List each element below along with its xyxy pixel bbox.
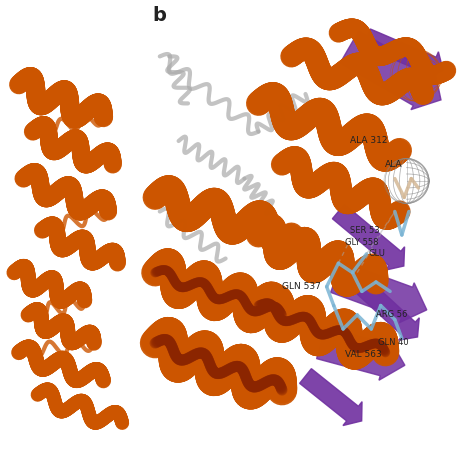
Text: GLY 558: GLY 558 <box>345 238 379 247</box>
Text: GLN 40: GLN 40 <box>378 338 409 347</box>
Text: ALA 312: ALA 312 <box>350 136 388 145</box>
Text: GLN 537: GLN 537 <box>282 282 321 291</box>
Text: ALA: ALA <box>385 160 403 169</box>
Polygon shape <box>340 31 441 110</box>
FancyArrow shape <box>363 29 443 80</box>
FancyArrow shape <box>332 204 405 270</box>
Text: VAL 563: VAL 563 <box>345 350 382 359</box>
Text: ARG 56: ARG 56 <box>376 310 407 319</box>
Polygon shape <box>330 261 427 322</box>
Text: b: b <box>153 6 167 25</box>
Polygon shape <box>317 327 405 380</box>
FancyArrow shape <box>300 368 362 425</box>
Text: GLU: GLU <box>369 249 386 258</box>
FancyArrow shape <box>341 266 419 340</box>
Text: SER 53: SER 53 <box>350 226 380 235</box>
